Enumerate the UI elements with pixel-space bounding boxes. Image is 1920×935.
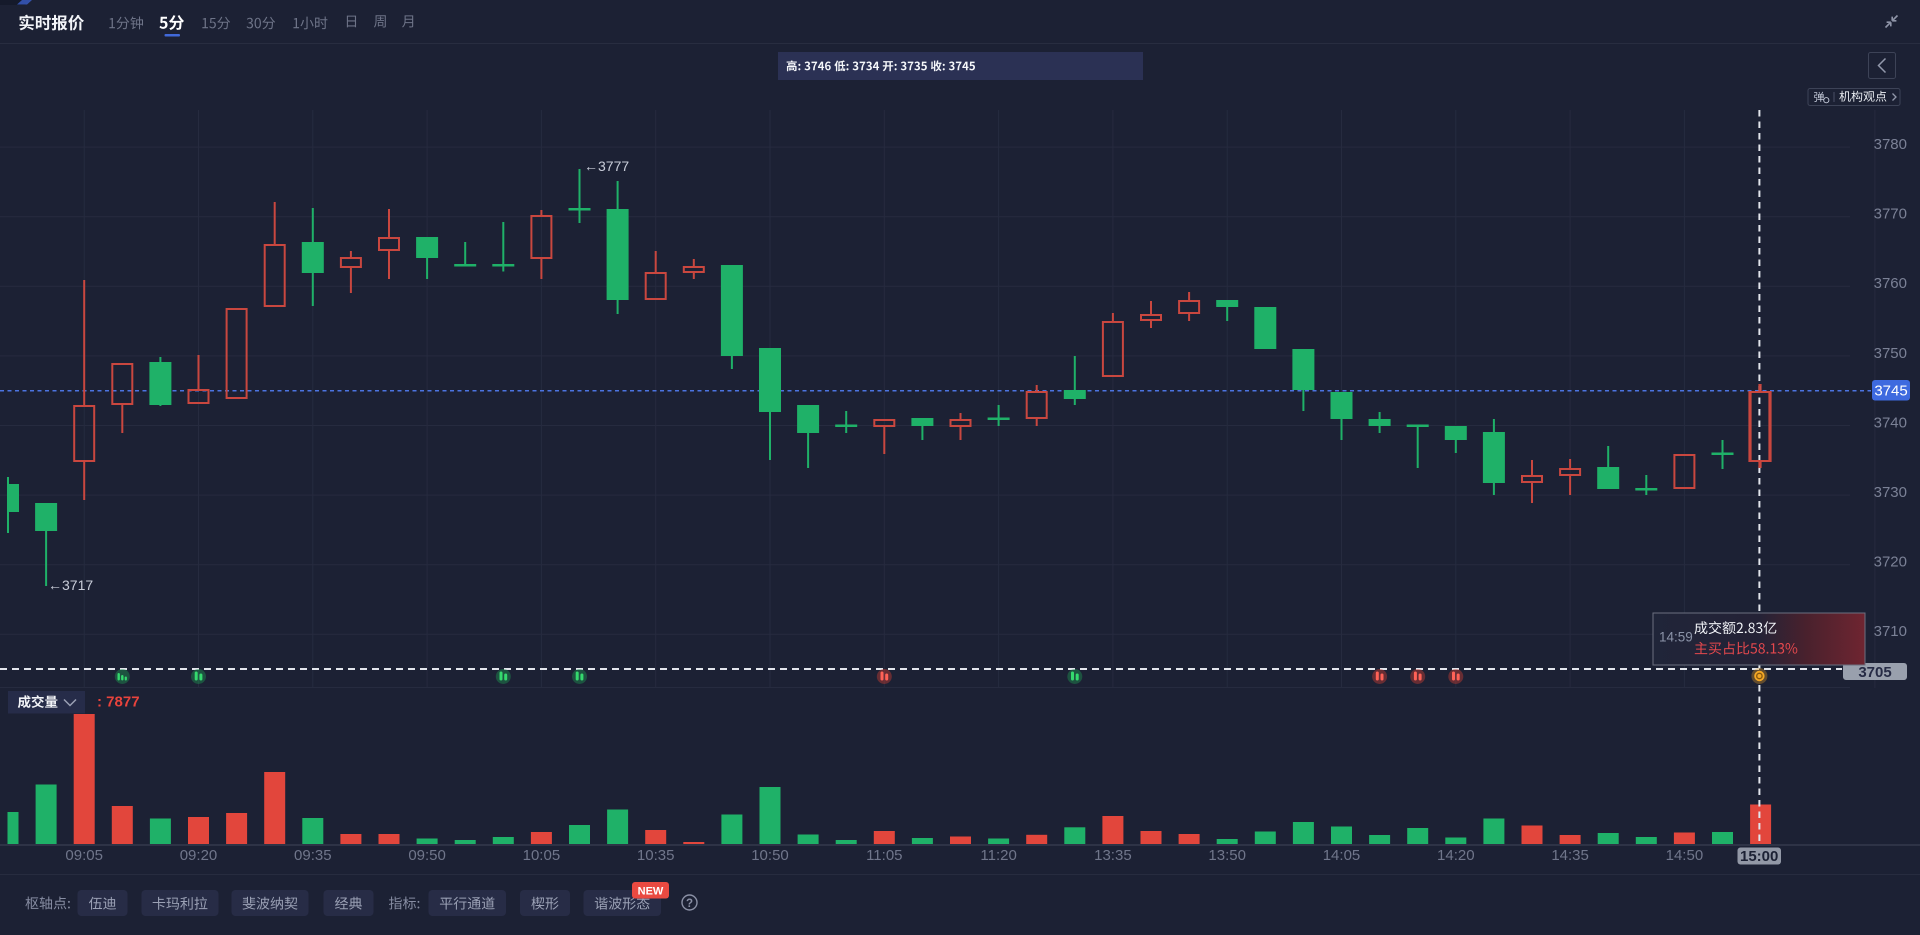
svg-text:10:50: 10:50 (751, 847, 789, 864)
svg-text:09:05: 09:05 (65, 847, 103, 864)
svg-text:3730: 3730 (1874, 484, 1907, 501)
svg-text:3780: 3780 (1874, 136, 1907, 153)
svg-text:09:35: 09:35 (294, 847, 332, 864)
svg-text:3710: 3710 (1874, 623, 1907, 640)
svg-text:13:35: 13:35 (1094, 847, 1132, 864)
svg-text:11:05: 11:05 (866, 847, 902, 864)
svg-text:: 7877: : 7877 (97, 694, 140, 711)
svg-text:3770: 3770 (1874, 206, 1907, 223)
svg-text:3740: 3740 (1874, 414, 1907, 431)
svg-text:3745: 3745 (1874, 383, 1907, 400)
svg-text:13:50: 13:50 (1208, 847, 1246, 864)
svg-text:14:50: 14:50 (1666, 847, 1704, 864)
svg-text:NEW: NEW (638, 885, 664, 897)
svg-text:14:05: 14:05 (1323, 847, 1361, 864)
svg-text:←3777: ←3777 (584, 158, 629, 174)
svg-text:09:20: 09:20 (180, 847, 218, 864)
svg-text:?: ? (686, 898, 693, 910)
svg-text:3720: 3720 (1874, 554, 1907, 571)
svg-text:3760: 3760 (1874, 275, 1907, 292)
svg-text:10:05: 10:05 (523, 847, 561, 864)
svg-text:3750: 3750 (1874, 345, 1907, 362)
svg-text:10:35: 10:35 (637, 847, 675, 864)
svg-text:14:20: 14:20 (1437, 847, 1475, 864)
svg-text:14:59: 14:59 (1659, 630, 1693, 645)
svg-text:14:35: 14:35 (1551, 847, 1589, 864)
svg-text:3705: 3705 (1858, 664, 1891, 681)
svg-text:←3717: ←3717 (48, 577, 93, 593)
svg-text:09:50: 09:50 (408, 847, 446, 864)
svg-text:15:00: 15:00 (1740, 848, 1778, 865)
svg-text:11:20: 11:20 (980, 847, 1016, 864)
